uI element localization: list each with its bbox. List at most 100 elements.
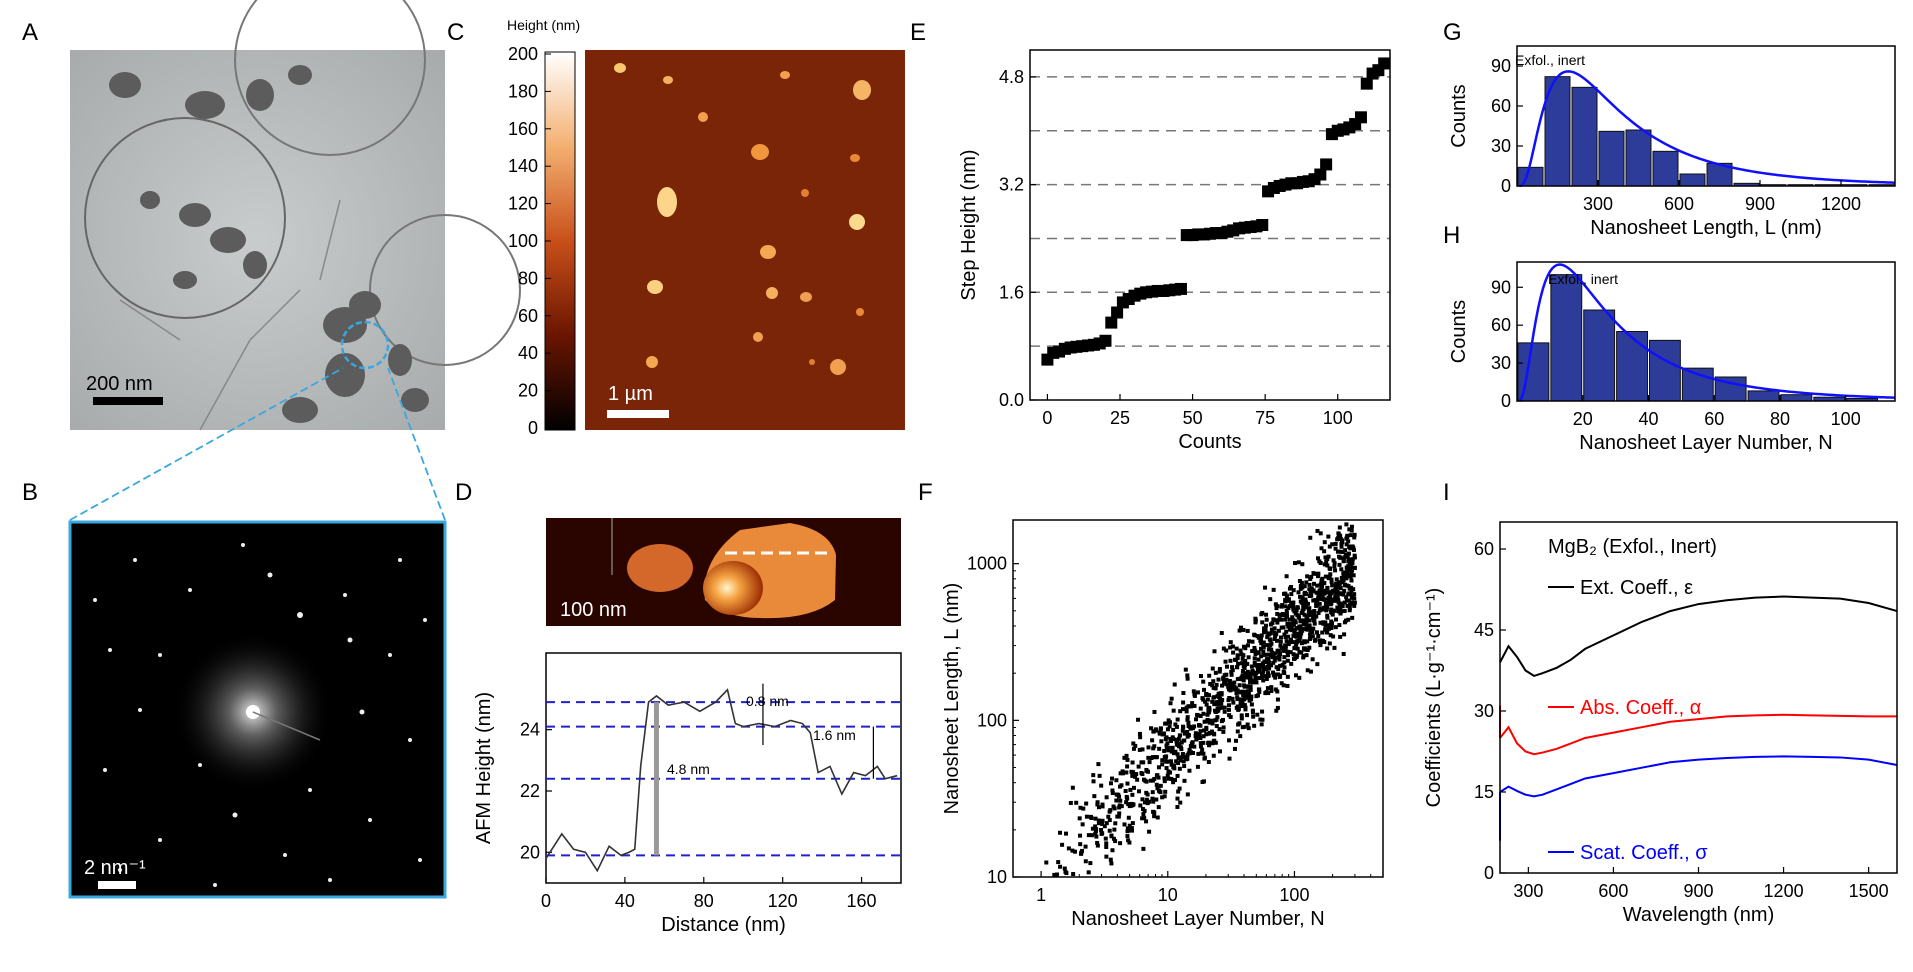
data-point — [1095, 843, 1100, 848]
data-point — [1156, 805, 1161, 810]
data-point — [1322, 540, 1327, 545]
data-point — [1329, 591, 1334, 596]
x-tick-label: 300 — [1583, 194, 1613, 214]
x-tick-label: 80 — [694, 891, 714, 911]
data-point — [1330, 583, 1335, 588]
data-point — [1308, 535, 1313, 540]
data-point — [1212, 695, 1217, 700]
data-point — [1154, 728, 1159, 733]
data-point — [1206, 741, 1211, 746]
data-point — [1214, 717, 1219, 722]
data-point — [1278, 643, 1283, 648]
layer-number-histogram: 20 40 60 80 100 0 30 60 90 Nanosheet Layer Number… — [1448, 261, 1896, 454]
data-point — [1250, 649, 1255, 654]
data-point — [1129, 826, 1134, 831]
data-point — [1315, 662, 1320, 667]
data-point — [1352, 535, 1357, 540]
data-point — [1348, 573, 1353, 578]
data-point — [1266, 647, 1271, 652]
data-point — [1168, 701, 1173, 706]
y-tick-label: 30 — [1474, 701, 1494, 721]
data-point — [1273, 633, 1278, 638]
data-point — [1303, 600, 1308, 605]
data-point — [1128, 787, 1133, 792]
data-point — [1185, 733, 1190, 738]
data-point — [1257, 689, 1262, 694]
data-point — [1287, 617, 1292, 622]
data-point — [1210, 741, 1215, 746]
data-point — [1378, 57, 1391, 70]
data-point — [1104, 795, 1109, 800]
data-point — [1246, 675, 1251, 680]
data-point — [1110, 788, 1115, 793]
data-point — [1347, 557, 1352, 562]
data-point — [1317, 559, 1322, 564]
data-point — [1261, 665, 1266, 670]
series-line — [1499, 713, 1897, 756]
data-point — [1283, 599, 1288, 604]
data-point — [1070, 785, 1075, 790]
data-point — [1178, 745, 1183, 750]
data-point — [1130, 803, 1135, 808]
data-point — [1124, 800, 1129, 805]
data-point — [1125, 834, 1130, 839]
histogram-bar — [1517, 166, 1544, 187]
data-point — [1304, 580, 1309, 585]
data-point — [1234, 691, 1239, 696]
data-point — [1280, 613, 1285, 618]
data-point — [1164, 754, 1169, 759]
data-point — [1114, 778, 1119, 783]
data-point — [1241, 678, 1246, 683]
step-label-0-8nm: 0.8 nm — [746, 693, 789, 709]
data-point — [1212, 649, 1217, 654]
data-point — [1221, 646, 1226, 651]
data-point — [1192, 744, 1197, 749]
data-point — [1249, 697, 1254, 702]
data-point — [1305, 614, 1310, 619]
data-point — [1178, 733, 1183, 738]
data-point — [1172, 682, 1177, 687]
data-point — [1341, 651, 1346, 656]
data-point — [1156, 765, 1161, 770]
data-point — [1220, 683, 1225, 688]
data-point — [1253, 616, 1258, 621]
data-point — [1343, 552, 1348, 557]
panel-letter-b: B — [22, 479, 38, 506]
data-point — [1180, 707, 1185, 712]
data-point — [1284, 594, 1289, 599]
data-point — [1147, 760, 1152, 765]
data-point — [1329, 621, 1334, 626]
data-point — [1237, 683, 1242, 688]
data-point — [1331, 634, 1336, 639]
data-point — [1316, 556, 1321, 561]
data-point — [1325, 604, 1330, 609]
data-point — [1150, 755, 1155, 760]
data-point — [1224, 648, 1229, 653]
data-point — [1280, 662, 1285, 667]
data-point — [1240, 673, 1245, 678]
histogram-bar — [1747, 390, 1780, 402]
length-histogram: 300 600 900 1200 0 30 60 90 Nanosheet Length, L … — [1448, 45, 1896, 239]
y-axis-label: Step Height (nm) — [958, 149, 980, 300]
data-point — [1239, 675, 1244, 680]
data-point — [1352, 600, 1357, 605]
data-point — [1164, 759, 1169, 764]
data-point — [1263, 623, 1268, 628]
data-point — [1326, 534, 1331, 539]
data-point — [1304, 592, 1309, 597]
data-point — [1352, 566, 1357, 571]
data-point — [1273, 687, 1278, 692]
data-point — [1168, 770, 1173, 775]
data-point — [1117, 811, 1122, 816]
data-point — [1123, 788, 1128, 793]
data-point — [1313, 637, 1318, 642]
data-point — [1302, 612, 1307, 617]
colorbar-tick-label: 80 — [518, 268, 538, 288]
data-point — [1298, 626, 1303, 631]
data-point — [1091, 779, 1096, 784]
zoom-connector-right — [387, 367, 446, 521]
data-point — [1231, 650, 1236, 655]
data-point — [1200, 747, 1205, 752]
plot-frame — [1012, 519, 1384, 878]
data-point — [1298, 624, 1303, 629]
